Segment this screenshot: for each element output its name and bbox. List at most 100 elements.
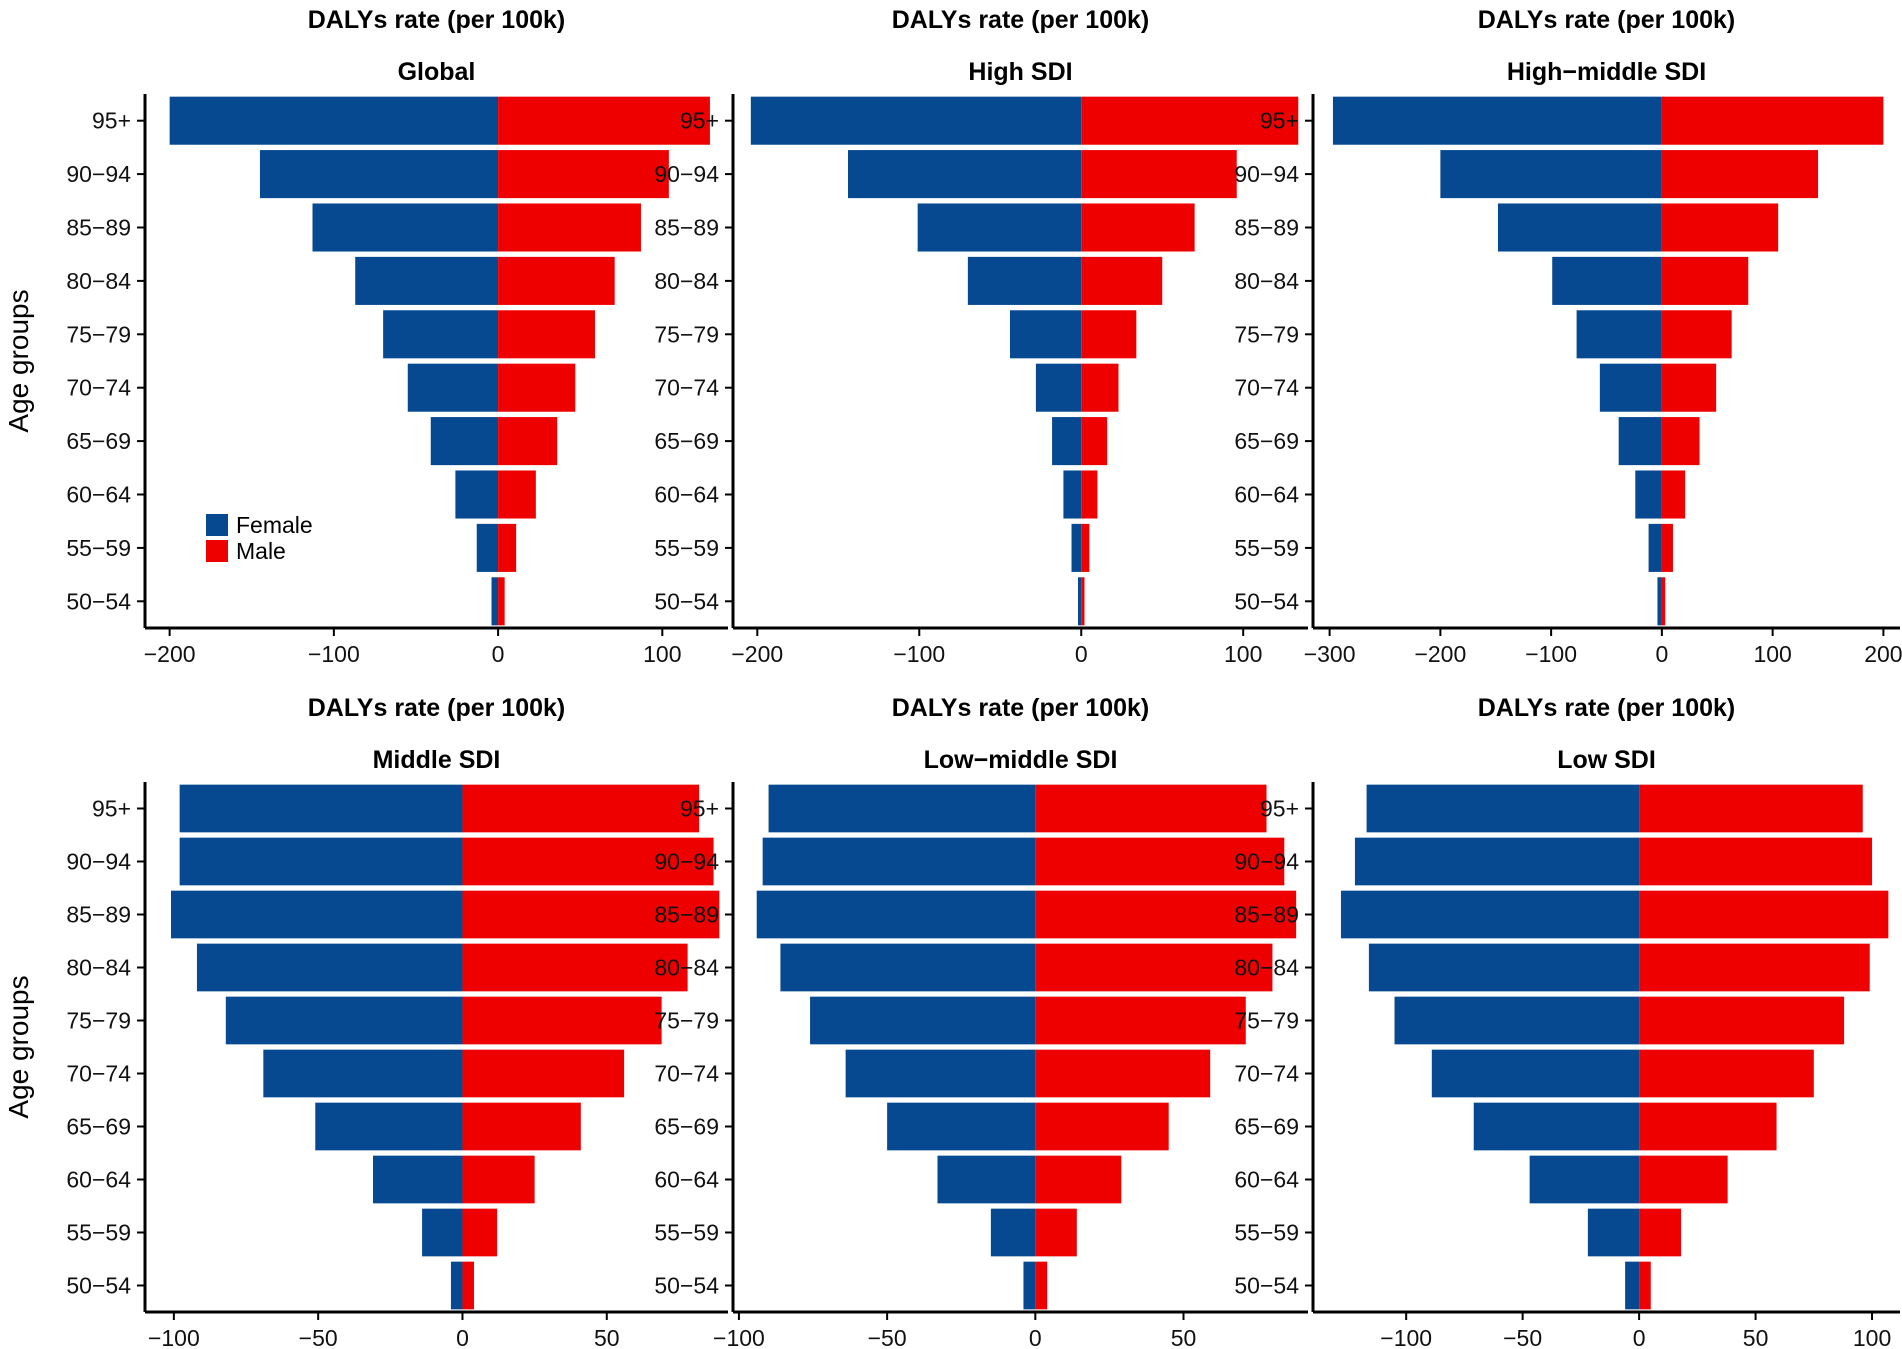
bar-female-80-84 — [1552, 256, 1662, 305]
x-tick-label: 100 — [1853, 1325, 1891, 1349]
bar-female-90-94 — [1354, 837, 1640, 886]
bar-female-60-64 — [1063, 470, 1082, 519]
bar-female-65-69 — [1473, 1102, 1640, 1151]
panel-title: DALYs rate (per 100k) — [892, 6, 1150, 34]
bar-female-70-74 — [407, 363, 499, 412]
bar-male-70-74 — [1081, 363, 1119, 412]
y-tick-label: 95+ — [1260, 796, 1299, 822]
bar-female-60-64 — [455, 470, 499, 519]
bar-female-80-84 — [1368, 943, 1640, 992]
y-tick-label: 60−64 — [1234, 1167, 1299, 1193]
bar-female-60-64 — [1529, 1155, 1640, 1204]
y-tick-label: 60−64 — [66, 1167, 131, 1193]
bar-male-95+ — [1035, 784, 1267, 833]
bar-female-55-59 — [476, 523, 499, 572]
x-tick-label: −50 — [868, 1325, 907, 1349]
panel-3: DALYs rate (per 100k) High−middle SDI 50−5… — [1234, 6, 1902, 667]
bar-female-55-59 — [422, 1208, 463, 1257]
y-tick-label: 70−74 — [66, 375, 131, 401]
y-tick-label: 70−74 — [1234, 375, 1299, 401]
bar-female-95+ — [1332, 96, 1662, 145]
bar-female-90-94 — [259, 150, 499, 199]
bar-male-95+ — [1661, 96, 1884, 145]
bar-female-50-54 — [1657, 577, 1662, 626]
y-tick-label: 50−54 — [654, 588, 719, 614]
y-tick-label: 90−94 — [654, 161, 719, 187]
bar-female-75-79 — [810, 996, 1036, 1045]
bar-male-90-94 — [462, 837, 714, 886]
panel-subtitle: Middle SDI — [373, 746, 501, 774]
bar-male-85-89 — [462, 890, 720, 939]
x-tick-label: −50 — [299, 1325, 338, 1349]
panel-2: DALYs rate (per 100k) High SDI 50−54 55−59 6… — [654, 6, 1308, 667]
bar-male-80-84 — [1081, 256, 1163, 305]
y-tick-label: 75−79 — [654, 321, 719, 347]
y-tick-label: 95+ — [92, 796, 131, 822]
bar-female-85-89 — [312, 203, 499, 252]
bar-female-50-54 — [1023, 1261, 1036, 1310]
x-tick-label: 0 — [1029, 1325, 1042, 1349]
x-tick-label: −200 — [144, 641, 196, 667]
y-tick-label: 80−84 — [1234, 955, 1299, 981]
x-tick-label: −100 — [148, 1325, 200, 1349]
bar-male-55-59 — [462, 1208, 498, 1257]
y-tick-label: 75−79 — [1234, 1008, 1299, 1034]
bar-male-80-84 — [1639, 943, 1870, 992]
bar-female-70-74 — [1599, 363, 1662, 412]
x-tick-label: 0 — [456, 1325, 469, 1349]
bar-male-90-94 — [1639, 837, 1873, 886]
panel-1: DALYs rate (per 100k) Global 50−54 55−59 60−… — [3, 6, 728, 667]
y-tick-label: 80−84 — [1234, 268, 1299, 294]
y-tick-label: 90−94 — [66, 161, 131, 187]
x-tick-label: 0 — [1075, 641, 1088, 667]
y-tick-label: 85−89 — [66, 215, 131, 241]
bar-male-60-64 — [1661, 470, 1686, 519]
bar-female-95+ — [169, 96, 499, 145]
bar-male-75-79 — [1035, 996, 1246, 1045]
y-tick-label: 75−79 — [654, 1008, 719, 1034]
y-tick-label: 95+ — [680, 796, 719, 822]
y-tick-label: 75−79 — [66, 321, 131, 347]
panel-title: DALYs rate (per 100k) — [308, 6, 566, 34]
bar-male-65-69 — [1639, 1102, 1777, 1151]
bar-male-60-64 — [462, 1155, 535, 1204]
panel-title: DALYs rate (per 100k) — [1478, 694, 1736, 722]
y-tick-label: 85−89 — [654, 902, 719, 928]
bar-female-90-94 — [1440, 150, 1662, 199]
bar-male-65-69 — [1081, 417, 1108, 466]
y-tick-label: 80−84 — [654, 268, 719, 294]
bar-female-70-74 — [845, 1049, 1036, 1098]
bar-male-80-84 — [498, 256, 615, 305]
bar-male-60-64 — [1035, 1155, 1122, 1204]
bar-male-50-54 — [1081, 577, 1085, 626]
bar-male-95+ — [1081, 96, 1299, 145]
bar-male-90-94 — [1081, 150, 1237, 199]
y-tick-label: 65−69 — [654, 1114, 719, 1140]
bar-female-55-59 — [1071, 523, 1082, 572]
y-tick-label: 75−79 — [66, 1008, 131, 1034]
bar-female-85-89 — [1497, 203, 1662, 252]
y-tick-label: 85−89 — [66, 902, 131, 928]
x-tick-label: 100 — [1224, 641, 1262, 667]
y-tick-label: 65−69 — [66, 428, 131, 454]
x-tick-label: 50 — [1743, 1325, 1769, 1349]
bar-male-65-69 — [462, 1102, 581, 1151]
bar-male-75-79 — [1081, 310, 1137, 359]
y-tick-label: 95+ — [1260, 108, 1299, 134]
panel-subtitle: High SDI — [968, 58, 1072, 86]
bar-female-95+ — [750, 96, 1082, 145]
y-tick-label: 55−59 — [1234, 1220, 1299, 1246]
bar-female-55-59 — [1648, 523, 1662, 572]
x-tick-label: −200 — [1414, 641, 1466, 667]
y-tick-label: 65−69 — [1234, 1114, 1299, 1140]
bar-male-95+ — [1639, 784, 1863, 833]
bar-male-70-74 — [498, 363, 576, 412]
bar-male-75-79 — [1639, 996, 1845, 1045]
y-tick-label: 50−54 — [1234, 1273, 1299, 1299]
y-tick-label: 60−64 — [1234, 482, 1299, 508]
x-tick-label: −100 — [308, 641, 360, 667]
bar-female-90-94 — [179, 837, 463, 886]
y-tick-label: 55−59 — [654, 535, 719, 561]
